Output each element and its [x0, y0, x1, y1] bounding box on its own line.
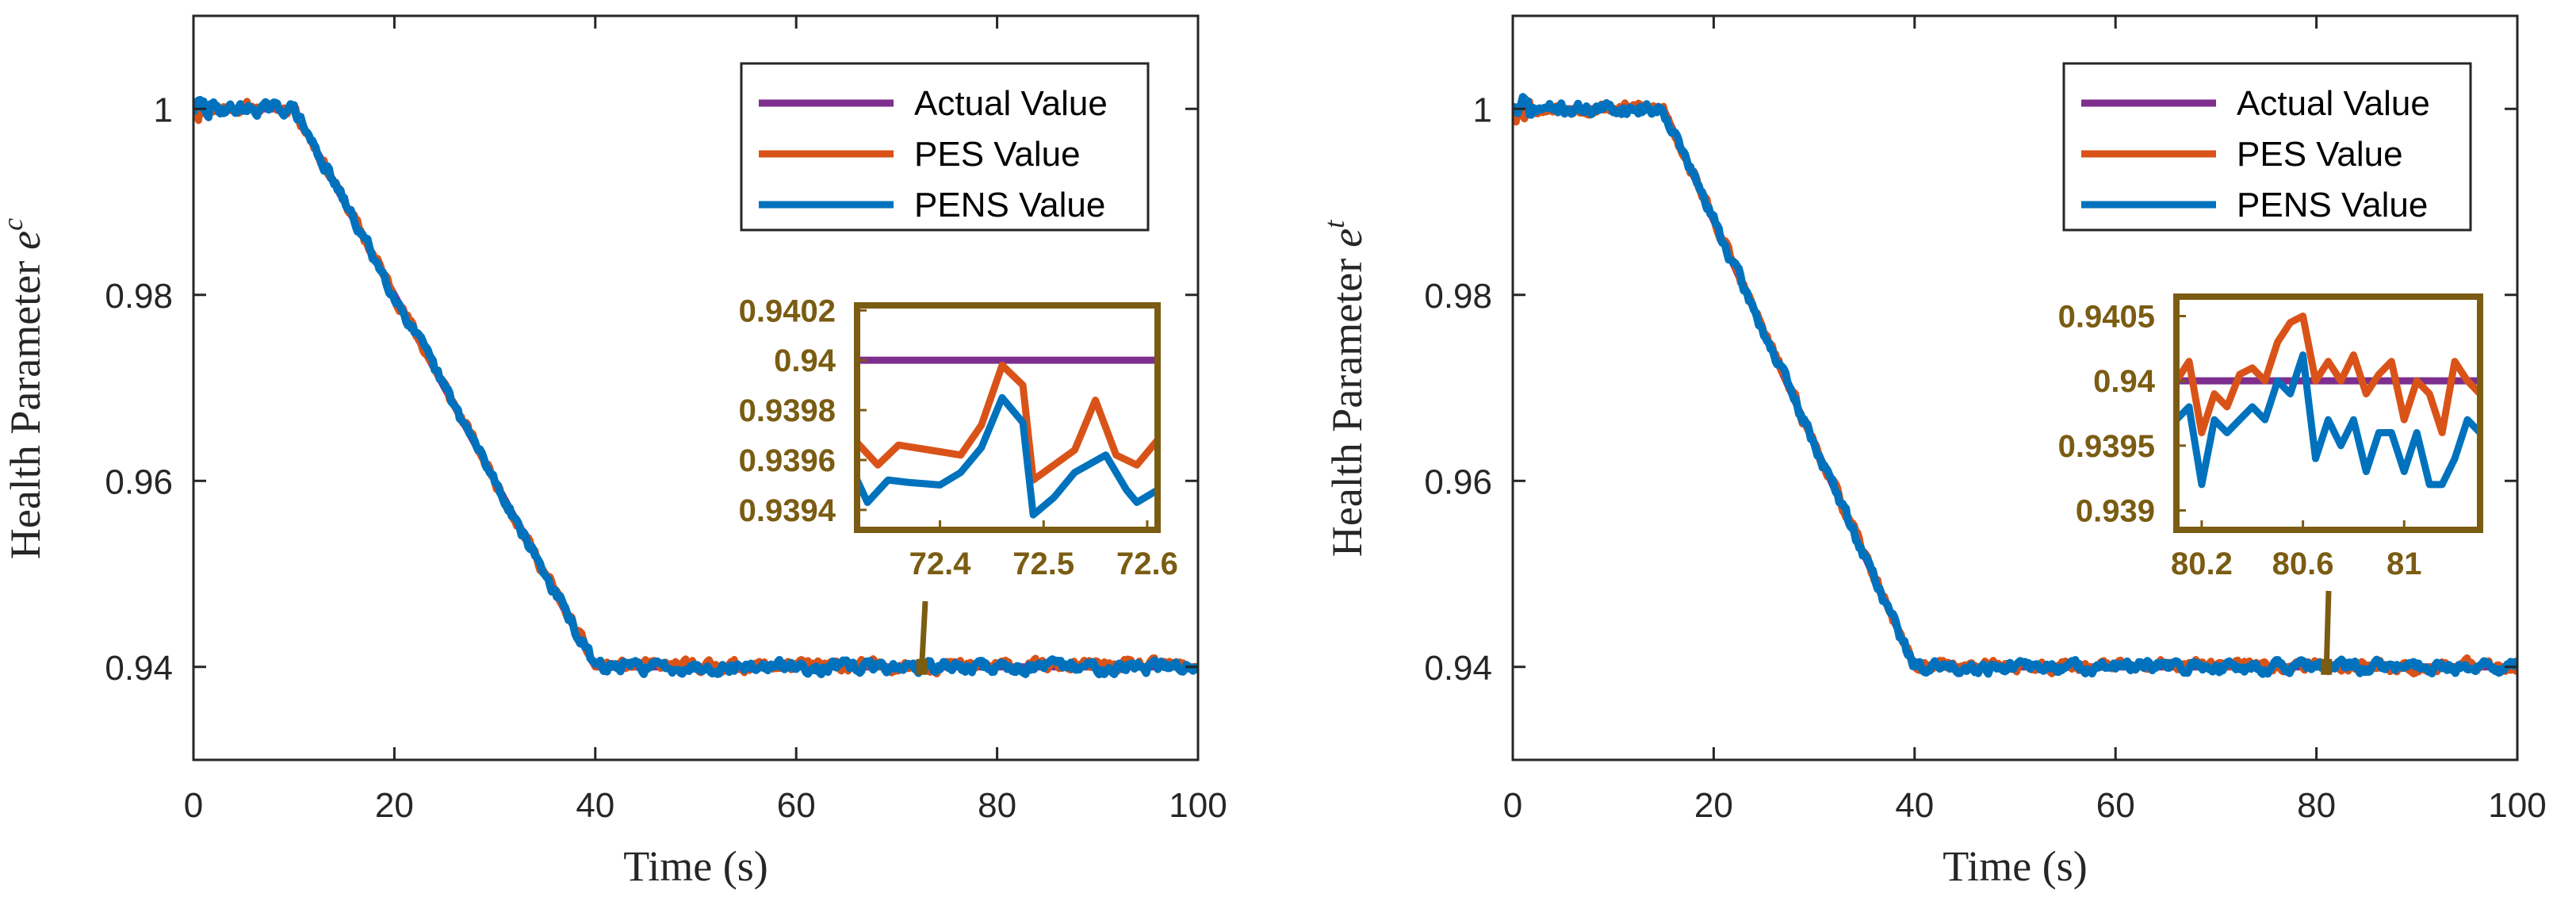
x-tick-label: 20	[1694, 786, 1733, 825]
y-tick-label: 0.94	[1424, 649, 1492, 688]
inset-leader-line	[919, 600, 928, 667]
y-axis-label-text: Health Parameter	[1323, 259, 1371, 557]
y-axis-label-superscript: c	[0, 218, 29, 231]
inset-leader-line	[2323, 590, 2332, 667]
inset-x-tick-label: 72.4	[909, 547, 972, 581]
inset-y-tick-label: 0.9398	[739, 393, 836, 428]
y-tick-label: 0.98	[1424, 277, 1492, 316]
y-tick-label: 1	[154, 90, 173, 129]
x-tick-label: 60	[2096, 786, 2135, 825]
y-tick-label: 0.96	[105, 462, 173, 501]
inset-background	[2176, 297, 2480, 530]
legend-entry-pes-value: PES Value	[2237, 135, 2403, 174]
legend-entry-pes-value: PES Value	[914, 135, 1081, 174]
chart-panel-1: 0 20 40 60 80 100 0.94 0.96 0.98 1 Time (s) Health …	[0, 14, 1227, 890]
inset-x-tick-label: 80.2	[2171, 547, 2233, 581]
y-axis-label-symbol: e	[1323, 228, 1371, 247]
x-tick-label: 100	[2488, 786, 2546, 825]
legend-entry-actual-value: Actual Value	[2237, 84, 2430, 123]
x-tick-label: 0	[1503, 786, 1522, 825]
y-tick-label: 0.94	[105, 649, 173, 688]
inset-y-tick-label: 0.94	[774, 343, 836, 378]
inset-x-tick-label: 72.5	[1012, 547, 1074, 581]
legend-entry-pens-value: PENS Value	[2237, 186, 2428, 224]
inset-line-pens-value	[2176, 351, 2480, 489]
inset-y-tick-label: 0.9405	[2058, 300, 2155, 335]
x-tick-label: 40	[576, 786, 614, 825]
inset-line-pens-value	[857, 393, 1158, 519]
legend-entry-actual-value: Actual Value	[914, 84, 1108, 123]
inset-frame	[2173, 293, 2483, 533]
inset-y-tick-label: 0.94	[2093, 364, 2156, 399]
y-tick-label: 0.98	[105, 277, 173, 316]
inset-plot: 80.2 80.6 81 0.939 0.9395 0.94 0.9405	[2058, 293, 2483, 581]
y-axis-label: Health Parameter ec	[0, 218, 49, 559]
inset-y-tick-label: 0.9402	[739, 293, 836, 328]
inset-line-pes-value	[857, 361, 1158, 484]
series-group	[193, 95, 1198, 679]
x-tick-label: 80	[2297, 786, 2336, 825]
series-group	[1513, 93, 2517, 678]
inset-zoom-marker	[916, 658, 928, 675]
legend: Actual Value PES Value PENS Value	[2062, 62, 2472, 232]
y-tick-label: 0.96	[1424, 462, 1492, 501]
inset-y-tick-label: 0.9394	[739, 493, 836, 528]
inset-y-tick-label: 0.9396	[739, 443, 836, 478]
series-line-pens-value	[1513, 93, 2517, 678]
chart-panel-2: 0 20 40 60 80 100 0.94 0.96 0.98 1 Time (s) Health …	[1319, 14, 2547, 890]
y-axis-label-superscript: t	[1319, 220, 1350, 228]
x-tick-label: 100	[1169, 786, 1227, 825]
inset-frame	[854, 302, 1161, 533]
inset-line-pes-value	[2176, 313, 2480, 436]
inset-zoom-marker	[2321, 658, 2333, 675]
x-tick-label: 80	[978, 786, 1016, 825]
inset-x-tick-label: 81	[2387, 547, 2422, 581]
x-axis-label: Time (s)	[623, 842, 768, 890]
inset-plot: 72.4 72.5 72.6 0.9394 0.9396 0.9398 0.94 0.9402	[739, 293, 1178, 581]
inset-background	[857, 305, 1158, 530]
inset-series-group	[857, 356, 1158, 519]
inset-series-group	[2176, 313, 2480, 489]
inset-x-tick-label: 80.6	[2272, 547, 2334, 581]
x-tick-label: 20	[375, 786, 414, 825]
legend-entry-pens-value: PENS Value	[914, 186, 1105, 224]
inset-y-tick-label: 0.939	[2076, 494, 2155, 529]
inset-x-tick-label: 72.6	[1116, 547, 1178, 581]
x-tick-label: 40	[1895, 786, 1934, 825]
x-tick-label: 60	[777, 786, 816, 825]
y-axis-label: Health Parameter et	[1319, 220, 1371, 557]
y-axis-label-text: Health Parameter	[2, 261, 49, 559]
y-tick-label: 1	[1473, 90, 1492, 129]
series-line-pens-value	[193, 95, 1198, 679]
inset-y-tick-label: 0.9395	[2058, 429, 2155, 464]
x-axis-label: Time (s)	[1943, 842, 2088, 890]
axes-frame	[1511, 14, 2519, 761]
x-tick-label: 0	[184, 786, 203, 825]
legend: Actual Value PES Value PENS Value	[740, 62, 1150, 232]
axes-frame	[192, 14, 1200, 761]
y-axis-label-symbol: e	[2, 231, 49, 250]
